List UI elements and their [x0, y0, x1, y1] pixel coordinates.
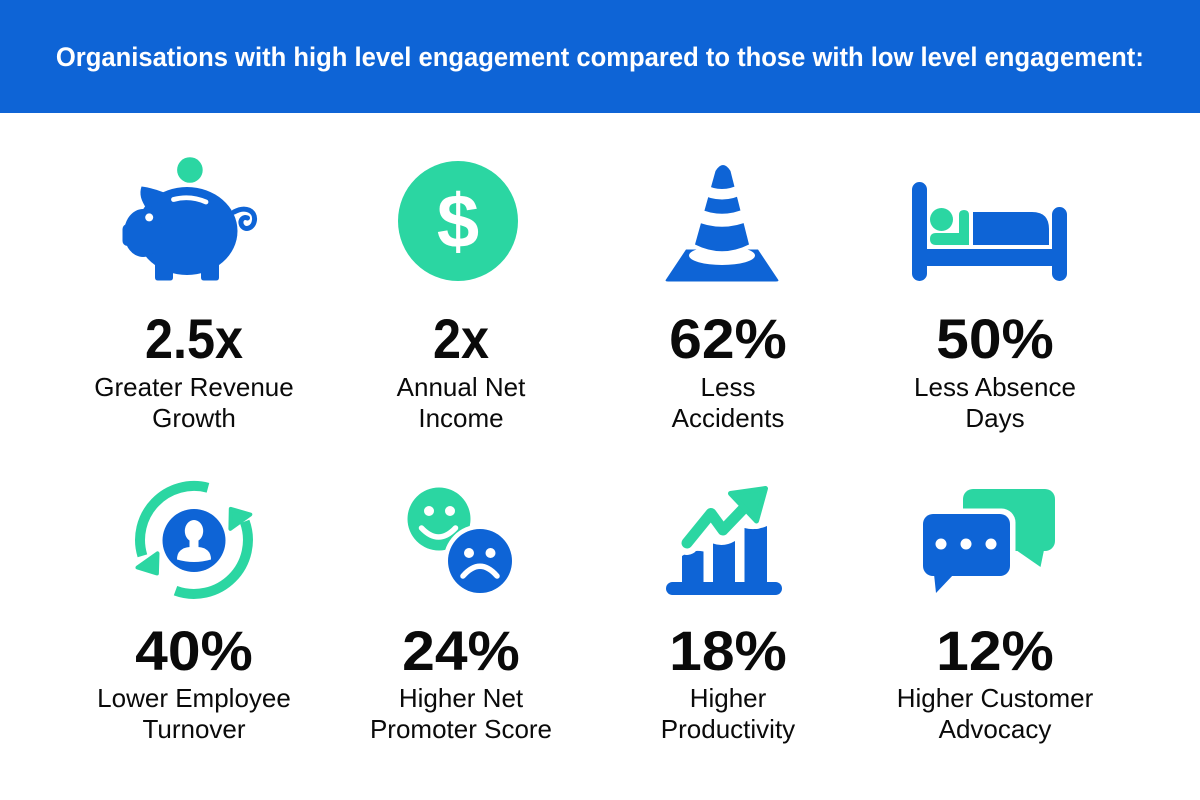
- svg-text:$: $: [437, 180, 479, 265]
